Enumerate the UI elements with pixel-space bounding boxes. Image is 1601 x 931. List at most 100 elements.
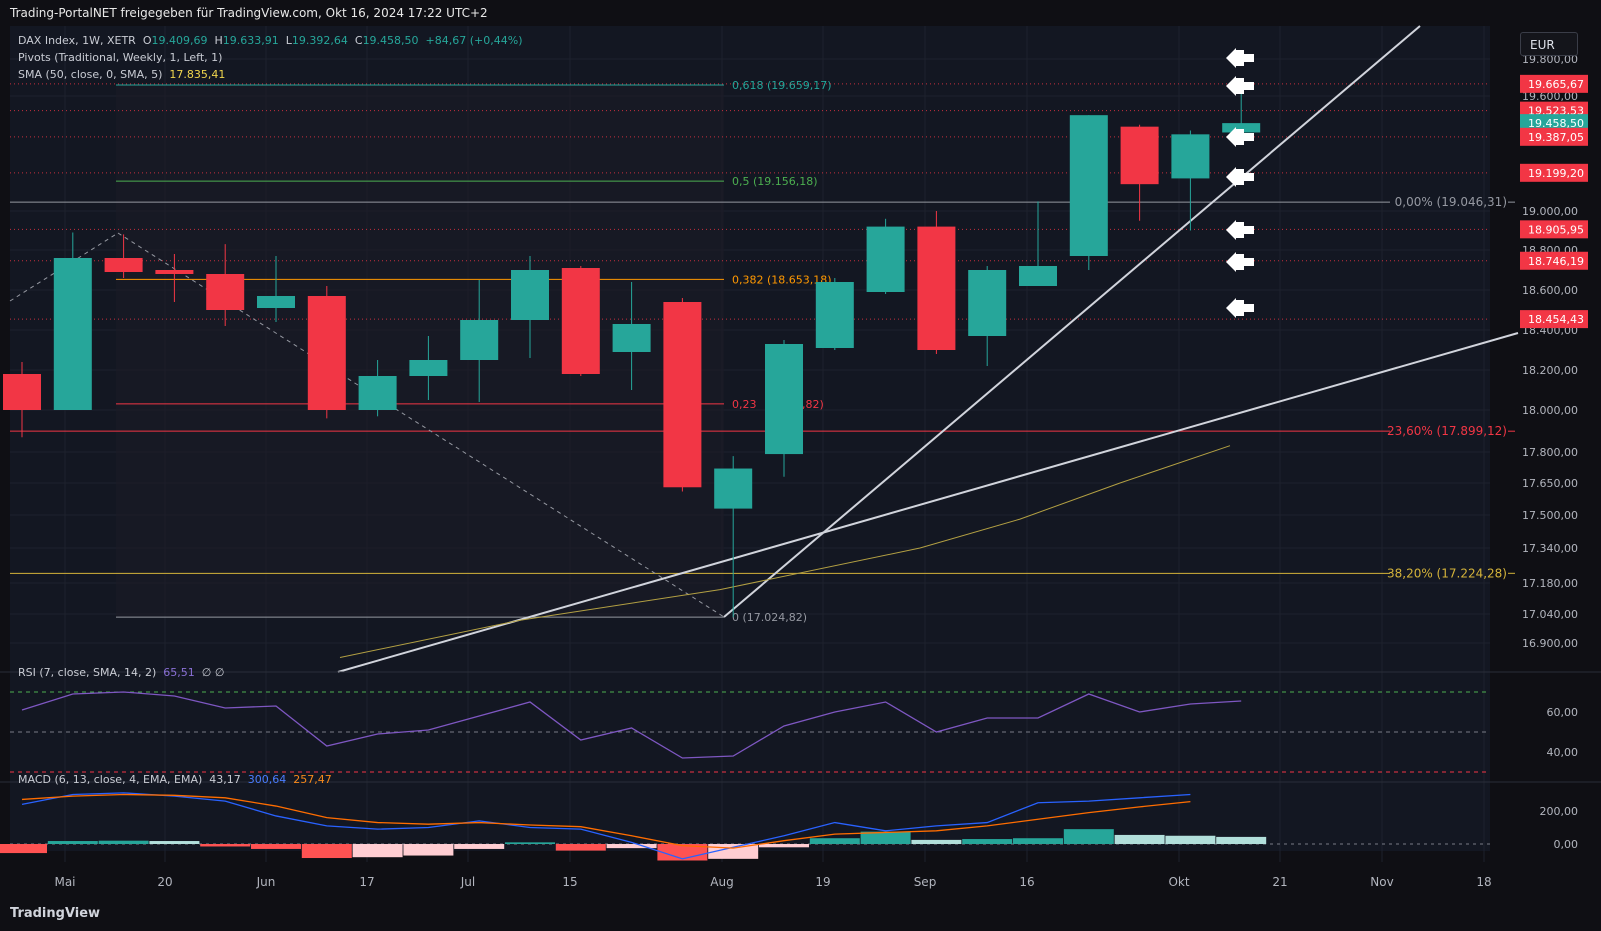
candle-body xyxy=(358,376,397,410)
candle-body xyxy=(612,324,651,352)
rsi-axis-tick: 60,00 xyxy=(1547,706,1579,719)
price-axis-tick: 18.200,00 xyxy=(1522,364,1578,377)
price-tag-label: 19.665,67 xyxy=(1528,78,1584,91)
price-axis-tick: 17.340,00 xyxy=(1522,542,1578,555)
rsi-value: 65,51 xyxy=(163,666,195,679)
macd-hist-bar xyxy=(149,841,200,844)
macd-hist-bar xyxy=(555,844,606,851)
macd-hist-bar xyxy=(403,844,454,856)
tradingview-logo: TradingView xyxy=(10,906,100,921)
rsi-legend[interactable]: RSI (7, close, SMA, 14, 2) 65,51 ∅ ∅ xyxy=(18,666,224,679)
pointer-arrow xyxy=(1234,300,1254,316)
fib-level-label: 0 (17.024,82) xyxy=(732,611,807,624)
change-value: +84,67 (+0,44%) xyxy=(425,34,523,47)
price-tag-label: 18.905,95 xyxy=(1528,223,1584,236)
price-tag xyxy=(1520,251,1588,270)
candle-body xyxy=(307,296,346,410)
candle-body xyxy=(968,270,1007,336)
pointer-arrow xyxy=(1234,129,1254,145)
price-tag-label: 19.387,05 xyxy=(1528,131,1584,144)
macd-hist-bar xyxy=(98,840,149,844)
candle-body xyxy=(104,258,143,272)
price-tag-label: 19.199,20 xyxy=(1528,167,1584,180)
macd-hist-bar xyxy=(1013,838,1063,844)
pointer-arrow xyxy=(1234,50,1254,66)
macd-hist-bar xyxy=(505,842,555,844)
macd-hist-bar xyxy=(251,844,301,849)
currency-button[interactable]: EUR xyxy=(1520,32,1578,56)
open-value: 19.409,69 xyxy=(151,34,208,47)
macd-hist-bar xyxy=(47,841,98,844)
macd-signal-line xyxy=(21,793,1191,849)
time-axis-label: 16 xyxy=(1019,875,1034,889)
close-value: 19.458,50 xyxy=(362,34,419,47)
rsi-axis-tick: 40,00 xyxy=(1547,746,1579,759)
macd-hist-bar xyxy=(1216,836,1267,844)
price-axis-tick: 17.500,00 xyxy=(1522,509,1578,522)
pointer-arrow xyxy=(1234,78,1254,94)
attribution-text: Trading-PortalNET freigegeben für Tradin… xyxy=(10,6,488,20)
price-axis-tick: 17.040,00 xyxy=(1522,608,1578,621)
candle-body xyxy=(206,274,245,310)
pct-level-label: 38,20% (17.224,28) xyxy=(1387,566,1507,580)
high-value: 19.633,91 xyxy=(222,34,279,47)
candle-body xyxy=(155,270,194,274)
macd-hist-bar xyxy=(809,838,860,844)
candle-body xyxy=(1120,126,1159,185)
brand-text: TradingView xyxy=(10,906,101,921)
rsi-line xyxy=(21,691,1242,759)
price-tag xyxy=(1520,220,1588,239)
candle-body xyxy=(866,226,905,292)
price-axis-tick: 16.900,00 xyxy=(1522,637,1578,650)
macd-hist-bar xyxy=(911,839,962,844)
time-axis-label: 19 xyxy=(815,875,830,889)
candle-body xyxy=(917,226,956,350)
macd-hist-bar xyxy=(606,844,657,849)
sma-legend[interactable]: SMA (50, close, 0, SMA, 5) 17.835,41 xyxy=(18,68,225,81)
price-tag xyxy=(1520,127,1588,146)
fib-level-label: 0,5 (19.156,18) xyxy=(732,175,818,188)
price-axis-tick: 19.800,00 xyxy=(1522,53,1578,66)
fib-level-label: 0,382 (18.653,18) xyxy=(732,273,832,286)
candle-body xyxy=(663,302,702,488)
macd-hist-value: 43,17 xyxy=(209,773,241,786)
fib-level-label: 0,618 (19.659,17) xyxy=(732,79,832,92)
price-axis-tick: 17.180,00 xyxy=(1522,577,1578,590)
pointer-arrow xyxy=(1226,298,1236,318)
time-axis-label: 15 xyxy=(562,875,577,889)
macd-hist-bar xyxy=(860,831,911,844)
pivots-legend[interactable]: Pivots (Traditional, Weekly, 1, Left, 1) xyxy=(18,51,223,64)
price-tag xyxy=(1520,163,1588,182)
macd-axis-tick: 200,00 xyxy=(1540,805,1579,818)
pointer-arrow xyxy=(1226,127,1236,147)
macd-axis-tick: 0,00 xyxy=(1554,838,1579,851)
macd-legend[interactable]: MACD (6, 13, close, 4, EMA, EMA) 43,17 3… xyxy=(18,773,332,786)
price-tag xyxy=(1520,74,1588,93)
price-axis-tick: 18.600,00 xyxy=(1522,284,1578,297)
pointer-arrow xyxy=(1226,48,1236,68)
sma-line xyxy=(339,445,1231,658)
pointer-arrow xyxy=(1234,222,1254,238)
close-label: C xyxy=(354,34,363,47)
candle-body xyxy=(1222,123,1261,133)
macd-hist-bar xyxy=(200,844,251,847)
rsi-label: RSI (7, close, SMA, 14, 2) xyxy=(18,666,157,679)
pointer-arrow xyxy=(1226,220,1236,240)
low-label: L xyxy=(285,34,292,47)
candle-body xyxy=(1069,115,1108,257)
macd-signal-value: 257,47 xyxy=(293,773,332,786)
macd-hist-bar xyxy=(352,844,403,858)
price-tag xyxy=(1520,114,1588,133)
candle-body xyxy=(1171,134,1210,179)
low-value: 19.392,64 xyxy=(291,34,348,47)
time-axis-label: Mai xyxy=(54,875,75,889)
time-axis-label: Nov xyxy=(1370,875,1393,889)
candle-body xyxy=(765,344,803,455)
price-axis-tick: 19.600,00 xyxy=(1522,90,1578,103)
sma-value: 17.835,41 xyxy=(169,68,226,81)
pct-level-label: 0,00% (19.046,31) xyxy=(1395,195,1507,209)
macd-hist-bar xyxy=(759,844,809,848)
macd-hist-bar xyxy=(0,844,47,854)
price-axis-tick: 19.000,00 xyxy=(1522,205,1578,218)
